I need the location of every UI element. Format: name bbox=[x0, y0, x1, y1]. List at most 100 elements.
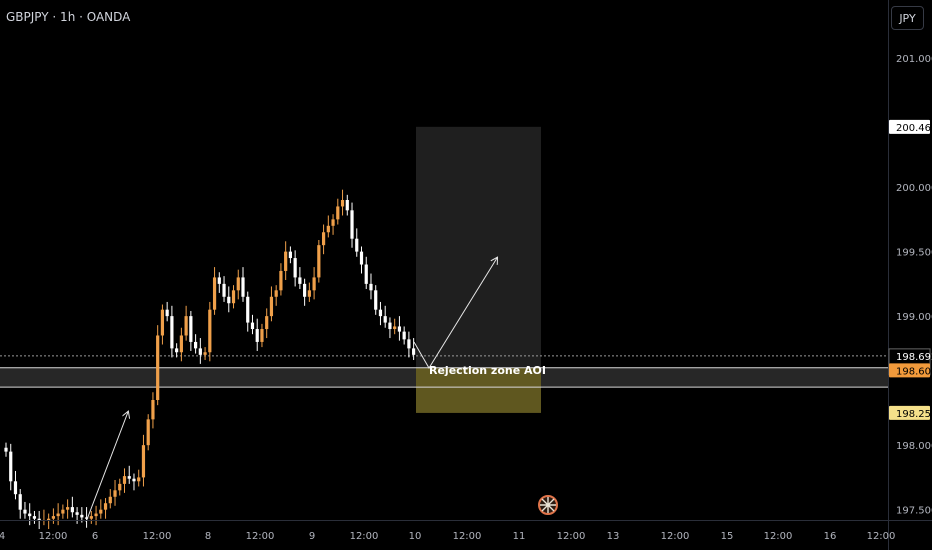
candle-body bbox=[151, 400, 155, 420]
candle-body bbox=[122, 476, 127, 484]
candle bbox=[99, 499, 103, 519]
candle-body bbox=[355, 238, 359, 252]
candle bbox=[364, 256, 368, 290]
candle-body bbox=[4, 447, 8, 452]
candle bbox=[108, 489, 112, 509]
candle bbox=[141, 434, 146, 487]
price-label-level-text: 198.600 bbox=[896, 366, 932, 377]
candle-body bbox=[194, 341, 198, 349]
candle-body bbox=[393, 326, 397, 330]
candle bbox=[18, 489, 22, 519]
candle bbox=[170, 305, 174, 358]
candle-body bbox=[412, 348, 416, 355]
time-tick-label: 12:00 bbox=[453, 531, 482, 542]
candle-body bbox=[212, 277, 217, 310]
price-tick-label: 200.000 bbox=[896, 183, 932, 194]
candle-body bbox=[175, 348, 179, 353]
price-label-zone-low: 198.250 bbox=[889, 405, 932, 420]
rejection-zone-box bbox=[416, 367, 541, 413]
candle bbox=[151, 392, 155, 429]
candle bbox=[179, 327, 183, 362]
candle-body bbox=[260, 329, 264, 342]
candle bbox=[331, 214, 335, 235]
candle bbox=[23, 501, 27, 519]
candle bbox=[388, 317, 392, 339]
candle bbox=[160, 304, 165, 345]
candle-body bbox=[184, 316, 188, 336]
candle-body bbox=[326, 225, 330, 233]
candle-body bbox=[222, 283, 226, 297]
candle bbox=[397, 316, 402, 341]
candle bbox=[412, 338, 416, 360]
candle bbox=[369, 273, 373, 300]
currency-button[interactable]: JPY bbox=[891, 6, 924, 30]
candle bbox=[32, 510, 37, 524]
candle bbox=[4, 442, 8, 457]
candle-body bbox=[23, 509, 27, 514]
candle-body bbox=[298, 277, 302, 284]
candle bbox=[222, 276, 226, 302]
candle bbox=[203, 347, 207, 360]
price-label-zone-low-text: 198.250 bbox=[896, 409, 932, 420]
candle-body bbox=[165, 309, 169, 317]
candle-body bbox=[198, 348, 202, 355]
time-tick-label: 12:00 bbox=[661, 531, 690, 542]
candle bbox=[217, 272, 221, 293]
time-tick-label: 12:00 bbox=[39, 531, 68, 542]
candle-body bbox=[75, 512, 79, 515]
candle bbox=[236, 269, 240, 300]
candle bbox=[402, 326, 406, 345]
candle-body bbox=[217, 277, 221, 284]
symbol-title[interactable]: GBPJPY · 1h · OANDA bbox=[6, 10, 131, 24]
price-tick-label: 198.000 bbox=[896, 441, 932, 452]
candle bbox=[255, 318, 259, 351]
candle bbox=[118, 478, 122, 496]
price-tick-label: 199.500 bbox=[896, 248, 932, 259]
time-tick-label: 10 bbox=[409, 531, 422, 542]
candle bbox=[303, 278, 307, 306]
candle-body bbox=[89, 516, 93, 519]
time-tick-label: 4 bbox=[0, 531, 5, 542]
candle bbox=[189, 310, 193, 351]
candle-body bbox=[388, 322, 392, 330]
candle bbox=[298, 267, 302, 290]
candle-body bbox=[231, 290, 236, 304]
candle bbox=[274, 285, 278, 306]
candle-body bbox=[9, 451, 13, 482]
price-label-target-bg bbox=[889, 119, 930, 134]
candle bbox=[307, 282, 311, 302]
candle-body bbox=[317, 245, 321, 278]
candle-body bbox=[18, 494, 22, 510]
candle bbox=[56, 503, 60, 526]
time-tick-label: 12:00 bbox=[246, 531, 275, 542]
candle bbox=[288, 246, 292, 264]
candle-body bbox=[279, 270, 283, 291]
candle-body bbox=[13, 481, 18, 495]
candle-body bbox=[80, 514, 84, 518]
candle-body bbox=[170, 316, 174, 349]
candle bbox=[122, 468, 127, 493]
candle-body bbox=[56, 513, 60, 517]
candle-body bbox=[37, 518, 41, 520]
candle bbox=[175, 343, 179, 358]
candle-body bbox=[350, 210, 354, 239]
candle-body bbox=[331, 219, 335, 226]
candle-body bbox=[312, 277, 316, 291]
time-tick-label: 12:00 bbox=[143, 531, 172, 542]
candle-body bbox=[374, 290, 378, 310]
candle bbox=[13, 470, 18, 500]
candle-body bbox=[407, 339, 411, 349]
arrow-projection bbox=[413, 258, 497, 369]
time-tick-label: 13 bbox=[607, 531, 620, 542]
candle bbox=[103, 498, 108, 519]
candle-body bbox=[84, 517, 89, 519]
candle-body bbox=[321, 232, 326, 246]
time-tick-label: 8 bbox=[205, 531, 211, 542]
candle-body bbox=[47, 518, 51, 520]
candle-body bbox=[284, 251, 288, 271]
candle-body bbox=[383, 316, 387, 323]
candle bbox=[393, 318, 397, 335]
candle-body bbox=[402, 331, 406, 340]
candle bbox=[66, 499, 70, 519]
